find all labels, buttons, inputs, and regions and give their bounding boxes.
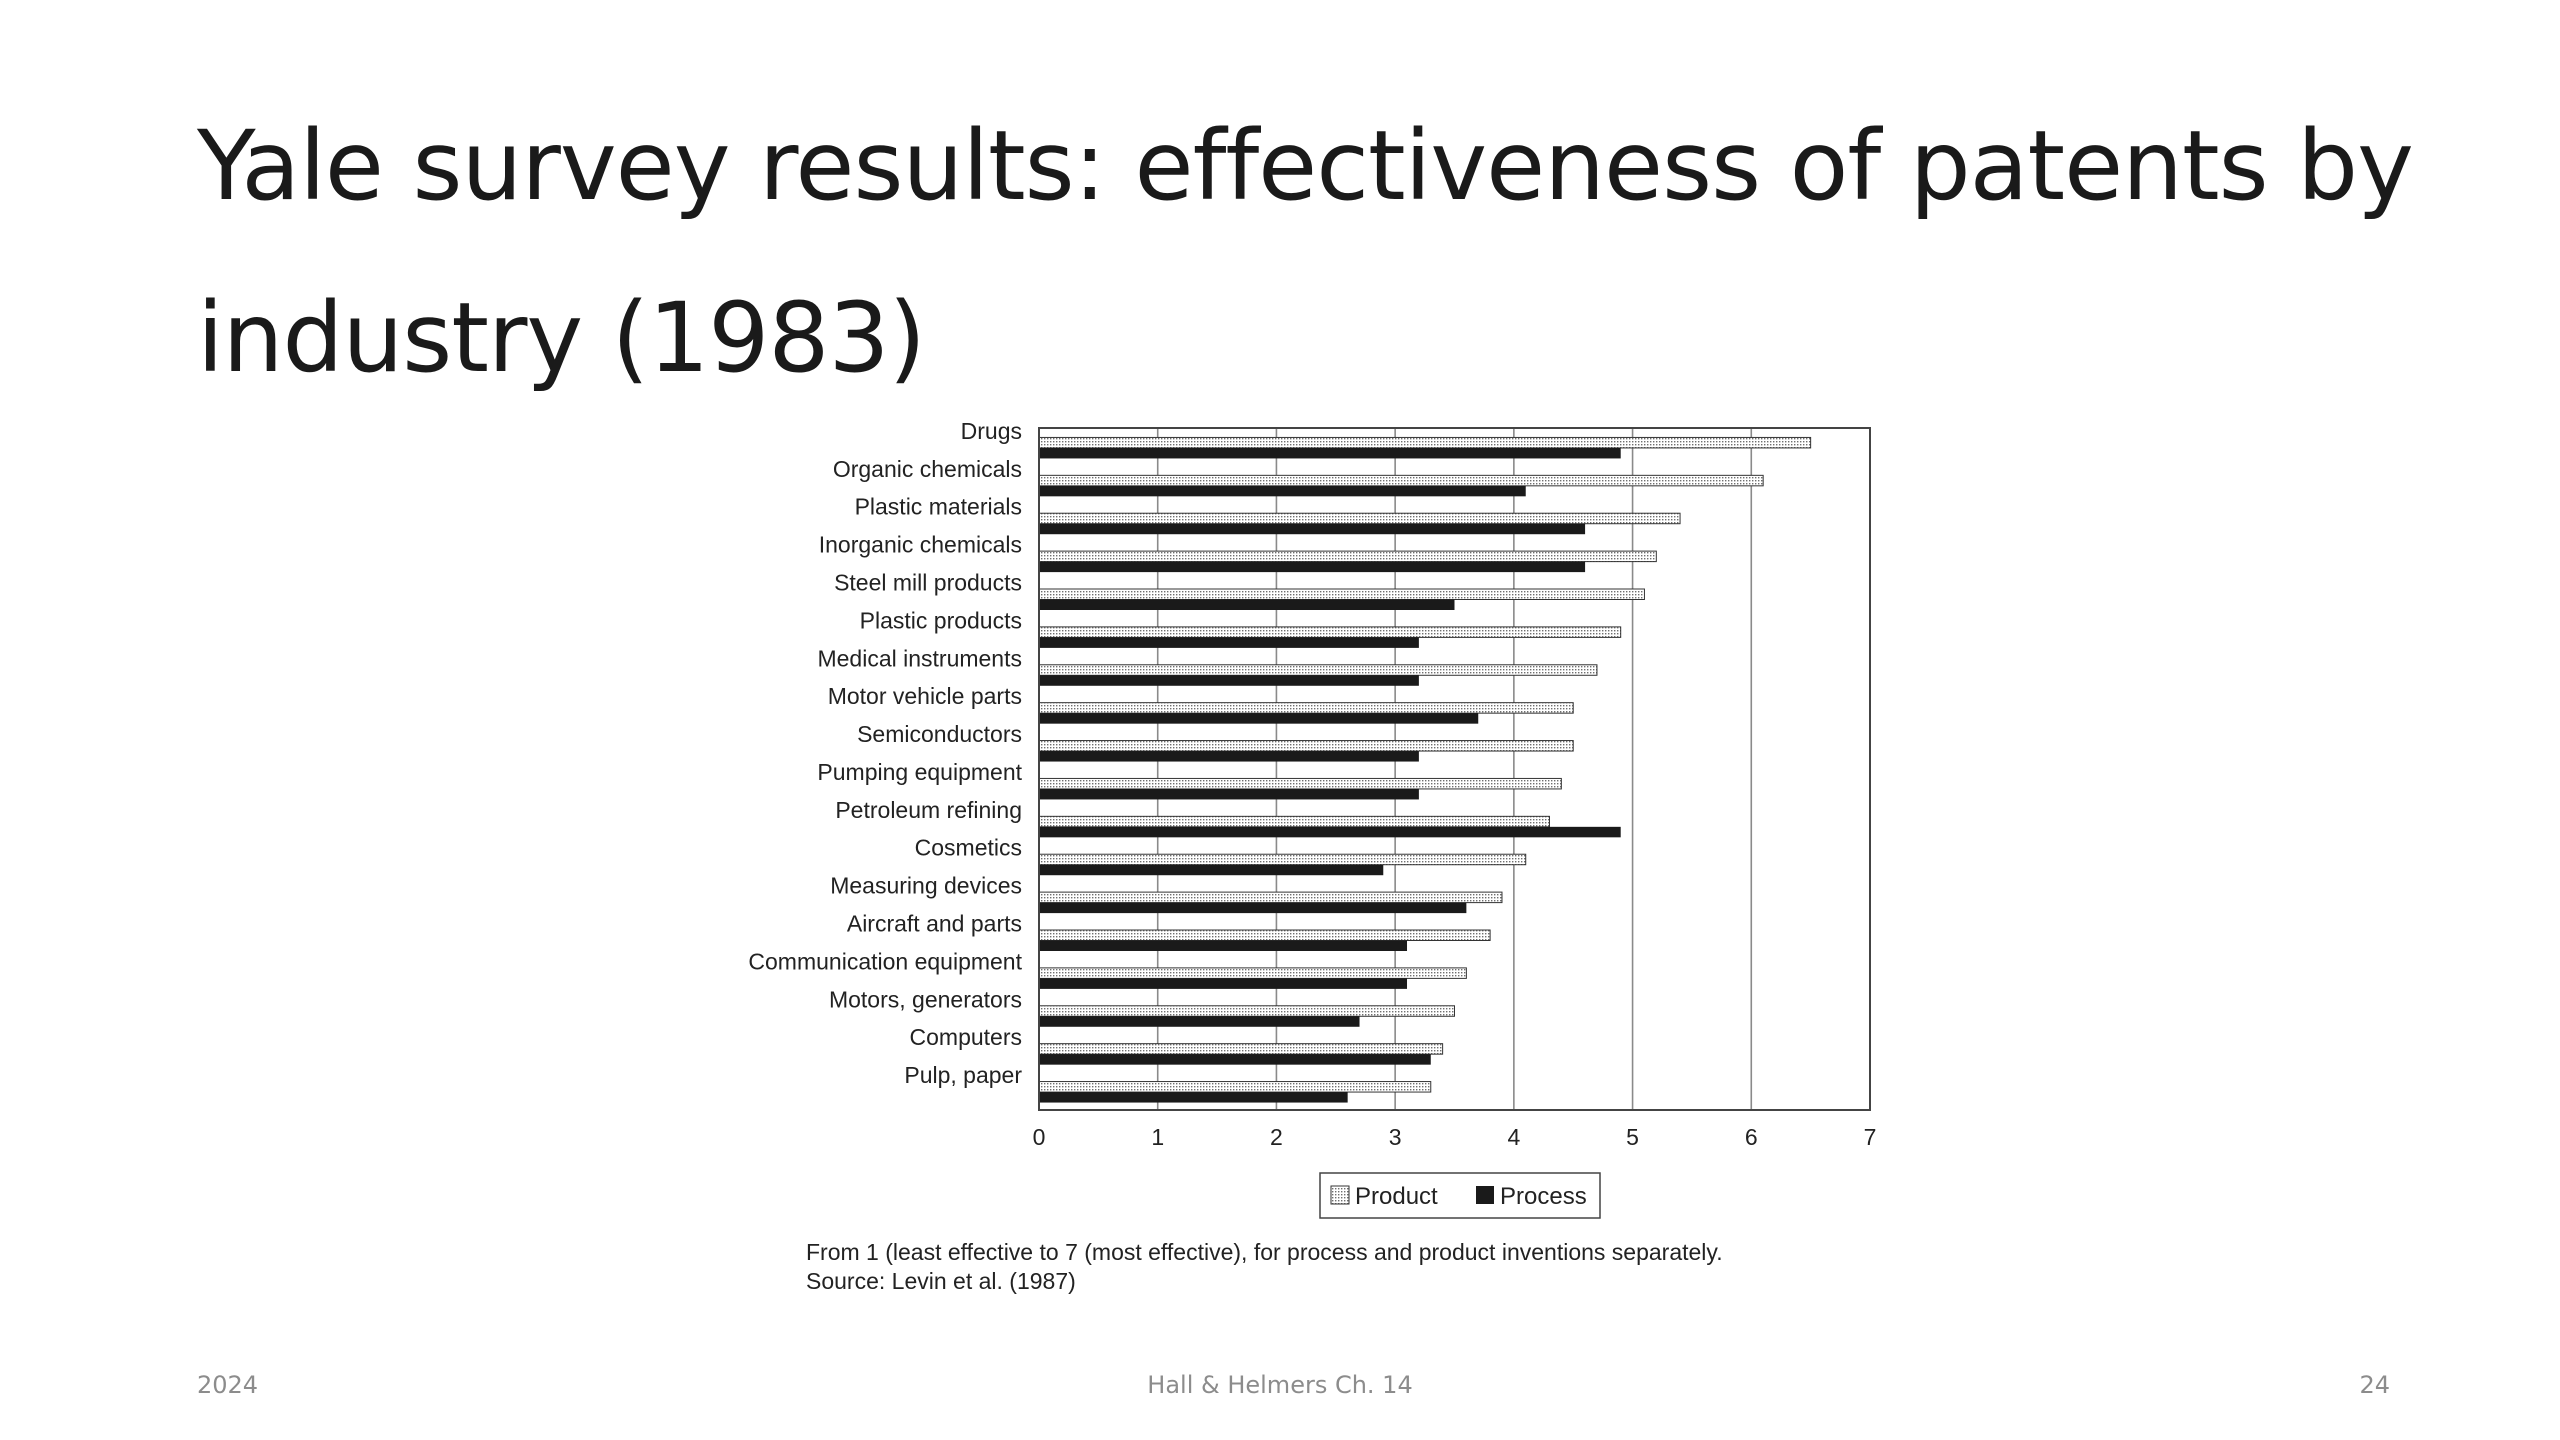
category-label: Steel mill products [834,570,1022,596]
x-axis-ticks: 0 1 2 3 4 5 6 7 [1033,1124,1877,1150]
category-label: Motors, generators [829,986,1022,1012]
category-label: Drugs [961,418,1022,444]
bar-product [1038,474,1764,487]
bar-process [1039,788,1419,800]
category-label: Plastic materials [855,494,1022,520]
bar-process [1039,1054,1431,1065]
chart-caption: From 1 (least effective to 7 (most effec… [806,1238,1723,1296]
caption-source: Source: Levin et al. (1987) [806,1268,1076,1294]
bar-product [1038,740,1574,752]
caption-scale-note: From 1 (least effective to 7 (most effec… [806,1239,1723,1265]
bar-product [1038,588,1645,600]
legend: Product Process [1319,1172,1601,1219]
x-tick-label: 1 [1151,1124,1164,1150]
category-label: Aircraft and parts [847,911,1022,937]
category-label: Organic chemicals [833,456,1022,482]
legend-swatch-product [1330,1185,1350,1205]
bar-product [1038,967,1467,979]
bar-process [1039,523,1586,535]
category-label: Petroleum refining [835,797,1022,823]
category-label: Pulp, paper [904,1062,1022,1088]
slide-title: Yale survey results: effectiveness of pa… [197,110,2414,394]
category-label: Pumping equipment [817,759,1022,785]
bar-product [1038,815,1550,828]
category-labels: Drugs Organic chemicals Plastic materials I… [748,418,1022,1088]
bar-process [1039,675,1419,686]
category-label: Cosmetics [915,835,1022,861]
bar-product [1038,777,1562,790]
bar-product [1038,550,1657,563]
bar-product [1038,929,1491,941]
bar-product [1038,1043,1444,1055]
x-tick-label: 2 [1270,1124,1283,1150]
bar-process [1039,447,1621,459]
category-label: Plastic products [860,607,1022,633]
bar-process [1039,751,1419,762]
category-label: Inorganic chemicals [819,532,1022,558]
bar-process [1039,485,1526,497]
x-tick-label: 5 [1626,1124,1639,1150]
footer-date: 2024 [197,1371,259,1399]
category-label: Semiconductors [857,721,1022,747]
category-label: Computers [910,1024,1022,1050]
category-label: Measuring devices [830,873,1022,899]
legend-label-process: Process [1500,1183,1587,1210]
bar-product [1038,626,1622,638]
bar-product [1038,436,1812,449]
x-tick-label: 3 [1389,1124,1402,1150]
grid-lines [1156,428,1753,1110]
bar-process [1039,826,1621,838]
category-label: Communication equipment [748,948,1022,974]
x-tick-label: 7 [1864,1124,1877,1150]
slide-number: 24 [2359,1371,2390,1399]
bar-product [1038,853,1527,866]
bar-process [1039,902,1467,914]
bar-process [1039,978,1408,989]
bar-process [1039,864,1384,876]
bar-product [1038,512,1681,525]
bar-product [1038,891,1503,904]
bars [1038,436,1812,1103]
legend-swatch-process [1476,1186,1494,1204]
category-label: Motor vehicle parts [828,683,1022,709]
bar-process [1039,561,1586,573]
bar-process [1039,940,1408,951]
x-tick-label: 4 [1507,1124,1520,1150]
legend-box [1319,1172,1601,1219]
bar-process [1039,599,1455,610]
bar-process [1039,713,1479,724]
bar-product [1038,1081,1432,1093]
bar-process [1039,637,1419,648]
bar-product [1038,664,1598,676]
plot-frame [1038,427,1871,1111]
footer-reference: Hall & Helmers Ch. 14 [1147,1371,1413,1399]
legend-label-product: Product [1355,1183,1438,1210]
bar-product [1038,702,1574,714]
bar-product [1038,1005,1455,1017]
bar-process [1039,1016,1360,1027]
x-tick-label: 0 [1033,1124,1046,1150]
category-label: Medical instruments [817,645,1022,671]
bar-process [1039,1092,1348,1103]
x-tick-label: 6 [1745,1124,1758,1150]
